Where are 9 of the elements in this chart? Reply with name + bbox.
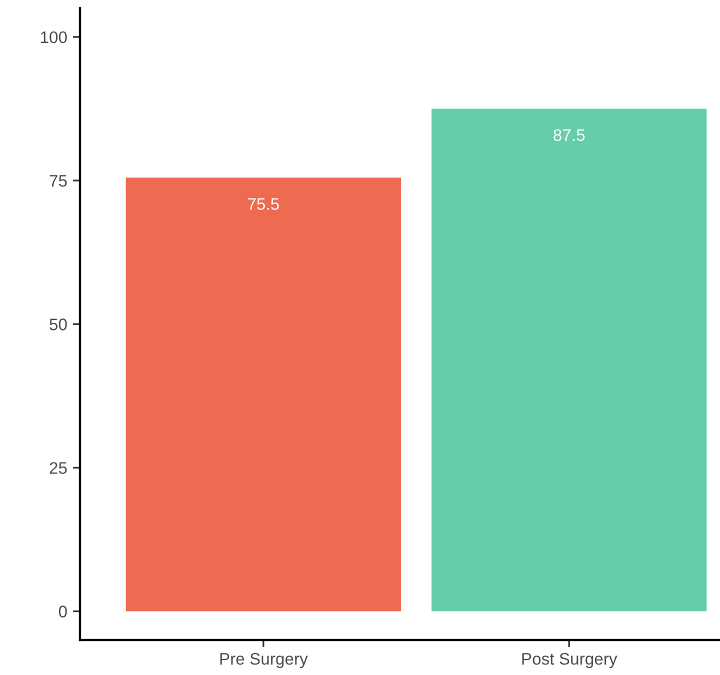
x-tick-label: Pre Surgery bbox=[220, 652, 308, 668]
y-tick-label: 0 bbox=[58, 606, 67, 618]
y-tick-label: 75 bbox=[50, 175, 67, 187]
data-label: 75.5 bbox=[248, 198, 279, 210]
y-tick-label: 25 bbox=[50, 462, 67, 474]
y-tick-label: 50 bbox=[50, 318, 67, 330]
data-label: 87.5 bbox=[554, 129, 585, 142]
y-tick-label: 100 bbox=[40, 31, 67, 44]
x-tick-label: Post Surgery bbox=[522, 652, 618, 668]
